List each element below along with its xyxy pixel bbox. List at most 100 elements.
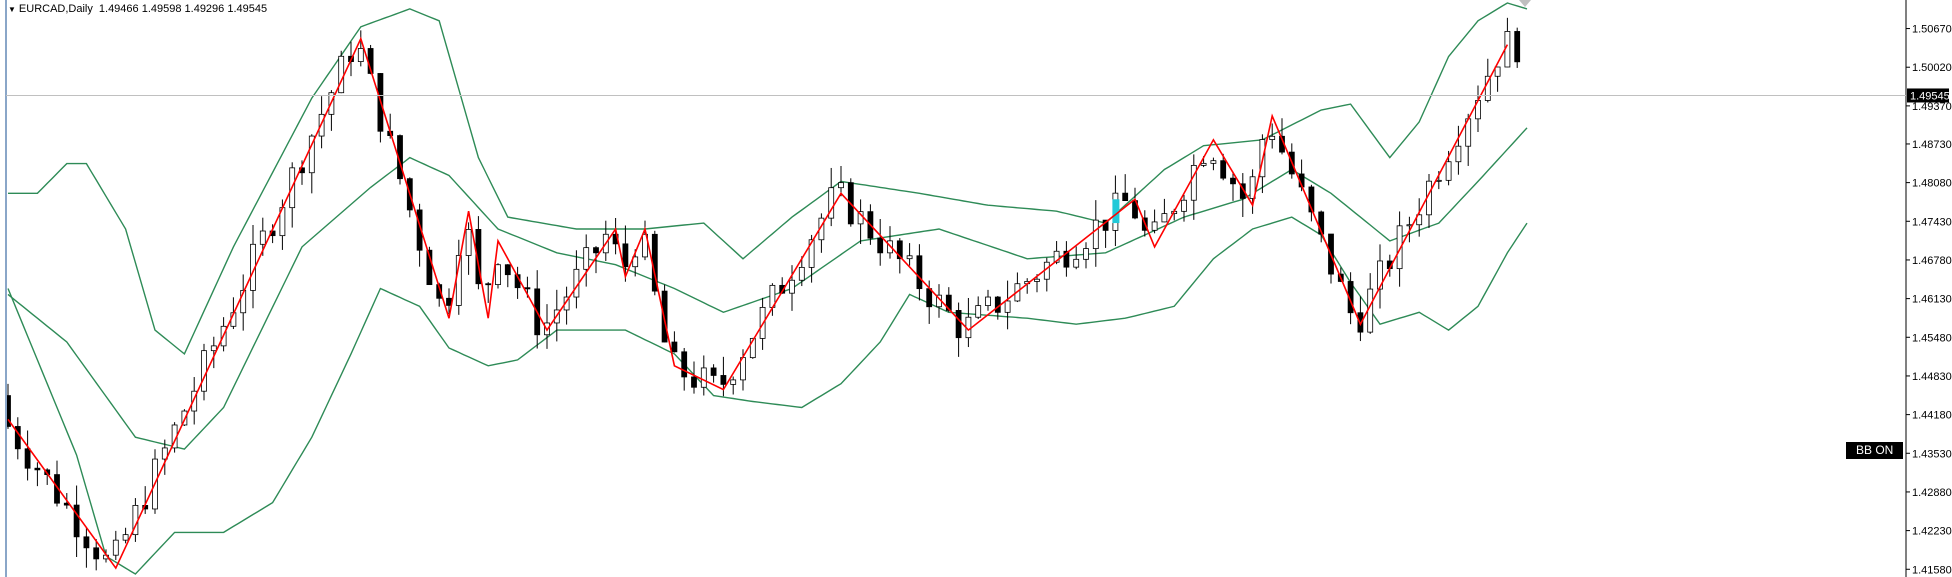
candle bbox=[1514, 27, 1521, 68]
y-tick-label: 1.42230 bbox=[1912, 526, 1952, 538]
candle bbox=[1504, 17, 1511, 68]
candle bbox=[583, 234, 590, 287]
y-tick-label: 1.50670 bbox=[1912, 24, 1952, 36]
y-tick-label: 1.47430 bbox=[1912, 216, 1952, 228]
candle bbox=[161, 439, 168, 475]
candle bbox=[593, 246, 599, 274]
candle bbox=[838, 165, 844, 197]
candle bbox=[877, 218, 884, 266]
zigzag-indicator bbox=[7, 36, 1509, 570]
candle bbox=[671, 331, 678, 353]
candle bbox=[240, 274, 247, 331]
y-tick-label: 1.49370 bbox=[1912, 101, 1952, 113]
candle bbox=[83, 527, 90, 568]
candle bbox=[122, 527, 129, 544]
candle bbox=[191, 377, 198, 425]
symbol-label: EURCAD,Daily bbox=[18, 3, 93, 15]
candle bbox=[1083, 242, 1089, 269]
candle bbox=[475, 216, 482, 290]
candle bbox=[24, 430, 31, 481]
bb-middle-line bbox=[7, 127, 1528, 450]
highlight-marker bbox=[1112, 199, 1120, 224]
candle bbox=[1043, 257, 1050, 292]
y-tick-label: 1.44180 bbox=[1912, 410, 1952, 422]
candle bbox=[338, 50, 345, 94]
candlesticks bbox=[5, 17, 1521, 571]
candle bbox=[789, 265, 795, 311]
candle bbox=[730, 376, 737, 395]
bollinger-bands bbox=[7, 2, 1528, 575]
y-tick-label: 1.43530 bbox=[1912, 448, 1952, 460]
candle bbox=[857, 199, 864, 244]
candle bbox=[1122, 174, 1129, 202]
candle bbox=[1181, 194, 1187, 222]
candle bbox=[1014, 272, 1021, 303]
candle bbox=[93, 539, 100, 571]
price-axis[interactable]: 1.50670 1.50020 1.49370 1.48730 1.48080 1.474… bbox=[5, 0, 1952, 577]
candle bbox=[1416, 198, 1423, 237]
candle bbox=[485, 282, 492, 303]
candle bbox=[1308, 184, 1315, 222]
y-tick-label: 1.45480 bbox=[1912, 332, 1952, 344]
candle bbox=[1004, 280, 1011, 330]
candle bbox=[132, 498, 139, 542]
candle bbox=[975, 296, 982, 320]
candle bbox=[1475, 85, 1481, 133]
ohlc-values: 1.49466 1.49598 1.49296 1.49545 bbox=[98, 3, 268, 15]
chart-title-bar: ▼ EURCAD,Daily 1.49466 1.49598 1.49296 1… bbox=[8, 2, 267, 16]
candle bbox=[34, 462, 41, 487]
dropdown-triangle-icon[interactable]: ▼ bbox=[8, 4, 16, 14]
candle bbox=[1151, 209, 1158, 234]
candle bbox=[210, 336, 217, 369]
candle bbox=[1426, 173, 1432, 228]
y-tick-label: 1.46130 bbox=[1912, 294, 1952, 306]
candle bbox=[1161, 198, 1168, 223]
y-tick-label: 1.44830 bbox=[1912, 371, 1952, 383]
candle bbox=[73, 485, 80, 558]
candle bbox=[1249, 169, 1256, 214]
candle bbox=[495, 263, 501, 289]
candle bbox=[798, 256, 805, 287]
bb-upper-line bbox=[8, 2, 1528, 356]
bb-status-badge: BB ON bbox=[1846, 442, 1904, 459]
current-price-label: 1.49545 bbox=[1910, 90, 1950, 102]
y-tick-label: 1.48730 bbox=[1912, 139, 1952, 151]
candle bbox=[828, 167, 835, 227]
candle bbox=[357, 30, 364, 67]
candle bbox=[818, 213, 825, 253]
candle bbox=[416, 203, 423, 267]
chart-shift-icon[interactable] bbox=[1519, 0, 1531, 7]
y-tick-label: 1.41580 bbox=[1912, 564, 1952, 576]
candle bbox=[1092, 200, 1099, 267]
candle bbox=[1269, 123, 1276, 149]
current-price-tag bbox=[1907, 88, 1949, 103]
candle bbox=[54, 460, 60, 507]
candle bbox=[622, 225, 629, 282]
candle bbox=[14, 417, 21, 460]
y-tick-label: 1.46780 bbox=[1912, 255, 1952, 267]
zigzag-line bbox=[7, 36, 1509, 570]
candle bbox=[1377, 244, 1383, 309]
candle bbox=[1494, 66, 1501, 92]
candle bbox=[965, 297, 972, 348]
bb-lower-line bbox=[7, 216, 1528, 575]
candle bbox=[1210, 157, 1217, 171]
candle bbox=[1063, 241, 1070, 277]
candle bbox=[1239, 173, 1246, 218]
candle bbox=[563, 286, 570, 325]
candle bbox=[1455, 125, 1462, 175]
candle bbox=[504, 264, 511, 288]
candle bbox=[710, 364, 717, 383]
candle bbox=[1220, 153, 1227, 181]
candle bbox=[573, 250, 580, 309]
candle bbox=[1073, 246, 1080, 270]
candle bbox=[691, 361, 697, 394]
candle bbox=[700, 355, 707, 396]
candle bbox=[1230, 171, 1236, 201]
candle bbox=[985, 289, 991, 311]
candle bbox=[1190, 154, 1197, 220]
candle bbox=[1318, 210, 1325, 243]
candle bbox=[465, 222, 472, 275]
